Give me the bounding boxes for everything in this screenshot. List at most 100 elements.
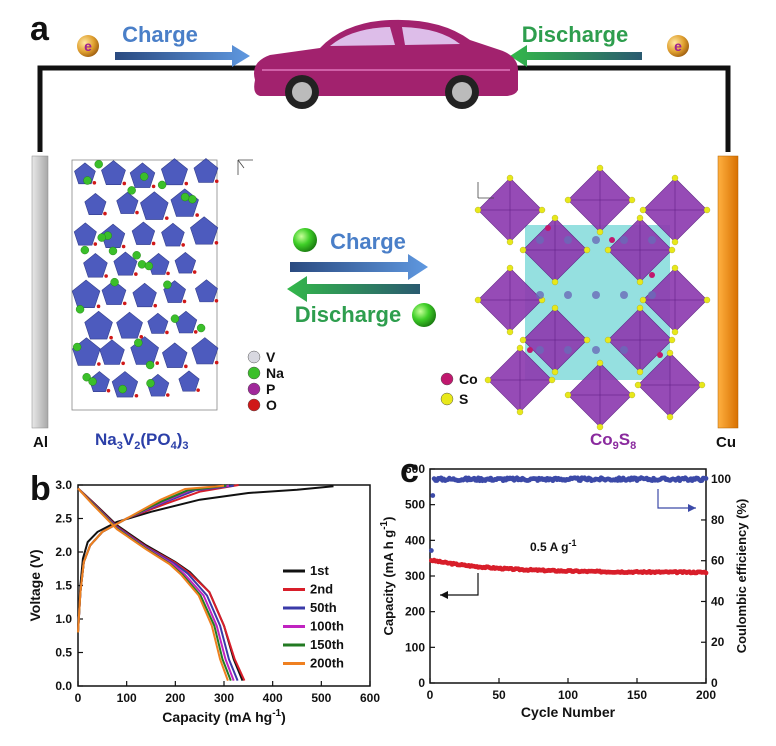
oxygen-atom bbox=[139, 335, 144, 339]
sulfur-atom bbox=[551, 304, 559, 312]
series-1st-charge-line bbox=[77, 485, 334, 630]
chart-b-ytick-label: 1.5 bbox=[55, 579, 72, 593]
chart-b-ytick-label: 0.5 bbox=[55, 646, 72, 660]
oxygen-atom bbox=[181, 243, 185, 247]
sulfur-atom bbox=[639, 206, 647, 214]
vo6-polyhedron bbox=[71, 279, 101, 309]
oxygen-atom bbox=[151, 241, 156, 246]
chart-c-ytick-right-label: 40 bbox=[711, 594, 725, 608]
oxygen-atom bbox=[214, 298, 219, 303]
co-atom bbox=[620, 346, 628, 354]
sodium-atom bbox=[170, 314, 180, 323]
sulfur-atom bbox=[564, 196, 572, 204]
chart-c-xlabel: Cycle Number bbox=[521, 704, 616, 720]
sulfur-atom bbox=[506, 238, 514, 246]
oxygen-atom bbox=[165, 393, 170, 397]
sulfur-atom bbox=[519, 246, 527, 254]
vo6-polyhedron bbox=[140, 191, 169, 220]
vo6-polyhedron bbox=[116, 191, 139, 214]
co-atom-red bbox=[527, 347, 533, 353]
legend-label-p: P bbox=[266, 381, 275, 397]
vo6-polyhedron bbox=[190, 216, 219, 245]
legend-dot-v bbox=[247, 350, 261, 364]
sodium-atom bbox=[80, 245, 90, 255]
sulfur-atom bbox=[666, 413, 674, 421]
oxygen-atom bbox=[104, 274, 108, 278]
oxygen-atom bbox=[97, 362, 101, 366]
chart-b-ytick-label: 2.5 bbox=[55, 512, 72, 526]
vo6-polyhedron bbox=[193, 158, 219, 183]
chart-c-xtick-label: 150 bbox=[627, 688, 647, 702]
chart-c-ytick-right-label: 0 bbox=[711, 676, 718, 690]
vo6-polyhedron bbox=[131, 221, 156, 245]
co-atom bbox=[564, 236, 572, 244]
sodium-atom bbox=[83, 176, 92, 185]
sulfur-atom bbox=[634, 381, 642, 389]
vo6-polyhedron bbox=[101, 160, 126, 185]
sulfur-atom bbox=[583, 336, 591, 344]
right-element-legend: Co S bbox=[440, 371, 478, 407]
legend-label-o: O bbox=[266, 397, 277, 413]
right-material-formula: Co9S8 bbox=[590, 430, 636, 452]
series-50th-discharge-line bbox=[77, 487, 239, 681]
sulfur-atom bbox=[703, 296, 711, 304]
sulfur-atom bbox=[668, 336, 676, 344]
electron-right-symbol: e bbox=[674, 38, 682, 54]
panel-c-letter: c bbox=[400, 452, 419, 490]
chart-b-ytick-label: 0.0 bbox=[55, 679, 72, 693]
oxygen-atom bbox=[153, 303, 158, 308]
cu-electrode bbox=[717, 155, 739, 429]
sulfur-atom bbox=[596, 228, 604, 236]
chart-b-xlabel: Capacity (mA hg-1) bbox=[162, 708, 286, 725]
vo6-polyhedron bbox=[162, 342, 188, 368]
vo6-polyhedron bbox=[178, 370, 200, 392]
top-charge-arrow bbox=[115, 45, 250, 67]
sulfur-atom bbox=[506, 264, 514, 272]
cu-label: Cu bbox=[716, 434, 736, 451]
sodium-atom bbox=[94, 160, 103, 169]
oxygen-atom bbox=[92, 180, 97, 185]
co-atom-red bbox=[609, 237, 615, 243]
sodium-atom bbox=[134, 338, 143, 348]
sulfur-atom bbox=[596, 423, 604, 431]
chart-b-xtick-label: 400 bbox=[263, 691, 283, 705]
sulfur-atom bbox=[583, 246, 591, 254]
legend-dot-co bbox=[440, 372, 454, 386]
vo6-polyhedron bbox=[84, 193, 107, 215]
oxygen-atom bbox=[164, 216, 169, 220]
sulfur-atom bbox=[551, 368, 559, 376]
chart-c-ytick-left-label: 500 bbox=[405, 498, 425, 512]
sulfur-atom bbox=[551, 278, 559, 286]
oxygen-atom bbox=[165, 330, 169, 335]
chart-c-xtick-label: 0 bbox=[427, 688, 434, 702]
sulfur-atom bbox=[604, 246, 612, 254]
chart-c-ytick-left-label: 0 bbox=[418, 676, 425, 690]
legend-label-s: S bbox=[459, 391, 468, 407]
co-atom bbox=[536, 236, 544, 244]
chart-c-ytick-left-label: 600 bbox=[405, 462, 425, 476]
axes-icon-left bbox=[237, 159, 253, 175]
left-material-formula: Na3V2(PO4)3 bbox=[95, 430, 188, 452]
al-label: Al bbox=[33, 434, 48, 451]
coulombic-efficiency-point bbox=[428, 548, 434, 553]
legend-dot-na bbox=[247, 366, 261, 380]
sulfur-atom bbox=[564, 391, 572, 399]
right-axis-indicator bbox=[657, 489, 696, 509]
sulfur-atom bbox=[698, 381, 706, 389]
oxygen-atom bbox=[195, 213, 199, 217]
sulfur-atom bbox=[596, 164, 604, 172]
co-atom bbox=[592, 346, 600, 354]
co-atom bbox=[536, 346, 544, 354]
chart-c-ytick-left-label: 200 bbox=[405, 605, 425, 619]
chart-b-xtick-label: 500 bbox=[311, 691, 331, 705]
series-150th-discharge-line bbox=[77, 487, 232, 681]
chart-b-xtick-label: 0 bbox=[75, 691, 82, 705]
series-2nd-charge-line bbox=[77, 484, 239, 633]
co-atom bbox=[648, 236, 656, 244]
oxygen-atom bbox=[151, 184, 156, 189]
co-atom bbox=[536, 291, 544, 299]
sulfur-atom bbox=[636, 214, 644, 222]
sulfur-atom bbox=[671, 238, 679, 246]
chart-c-annotation: 0.5 A g-1 bbox=[530, 538, 576, 554]
sodium-atom bbox=[145, 360, 155, 370]
